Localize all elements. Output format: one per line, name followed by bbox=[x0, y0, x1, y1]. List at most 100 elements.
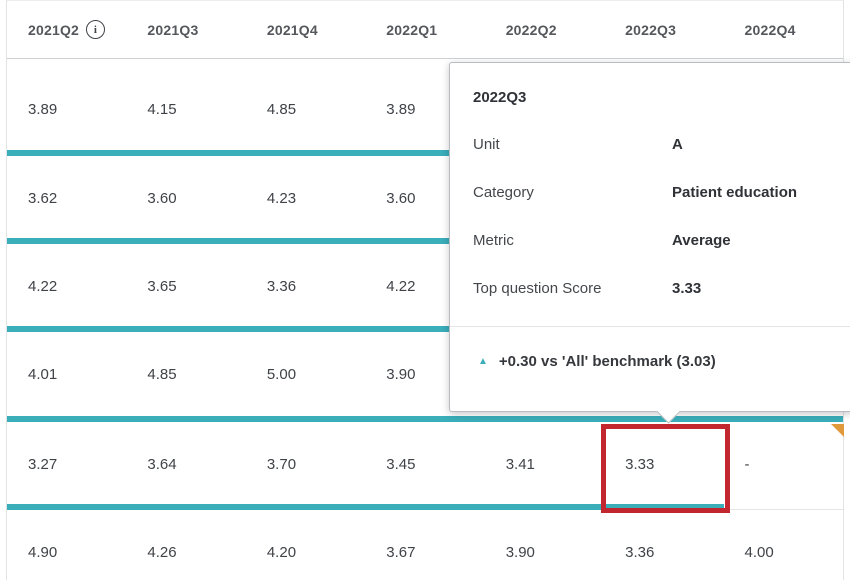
tooltip-field-label: Metric bbox=[473, 232, 514, 249]
table-row: 4.90 4.26 4.20 3.67 3.90 3.36 4.00 bbox=[7, 510, 843, 580]
cell-value: 4.23 bbox=[266, 190, 297, 207]
table-cell[interactable]: 4.22 bbox=[365, 244, 485, 332]
column-header-label: 2022Q3 bbox=[625, 21, 677, 38]
tooltip-divider bbox=[450, 326, 850, 327]
cell-value: 4.00 bbox=[744, 544, 774, 561]
column-header-label: 2022Q2 bbox=[505, 21, 557, 38]
tooltip-fields: Unit A Category Patient education Metric… bbox=[473, 136, 828, 297]
cell-value: 4.26 bbox=[147, 544, 177, 561]
row-underline bbox=[126, 326, 246, 332]
cell-value: 3.89 bbox=[386, 101, 416, 118]
column-header-2022q1[interactable]: 2022Q1 bbox=[365, 1, 484, 58]
table-cell[interactable]: 4.00 bbox=[724, 510, 843, 580]
column-header-label: 2021Q2 bbox=[28, 21, 80, 38]
column-header-2021q4[interactable]: 2021Q4 bbox=[246, 1, 365, 58]
cell-value: 3.36 bbox=[266, 278, 297, 295]
table-cell[interactable]: 3.70 bbox=[245, 422, 366, 510]
table-cell[interactable]: 3.62 bbox=[7, 156, 127, 244]
table-cell[interactable]: 4.85 bbox=[126, 332, 246, 422]
cell-value: 3.33 bbox=[625, 456, 655, 473]
column-header-2021q2[interactable]: 2021Q2 i bbox=[7, 1, 126, 58]
tooltip-title: 2022Q3 bbox=[473, 89, 527, 106]
row-underline bbox=[245, 150, 366, 156]
column-header-2022q3[interactable]: 2022Q3 bbox=[604, 1, 723, 58]
column-header-2022q2[interactable]: 2022Q2 bbox=[485, 1, 604, 58]
table-cell[interactable]: 3.90 bbox=[365, 332, 485, 422]
cell-value: 5.00 bbox=[266, 366, 297, 383]
table-cell[interactable]: 3.89 bbox=[365, 59, 485, 156]
table-row: 3.27 3.64 3.70 3.45 3.41 3.33 - bbox=[7, 422, 843, 510]
table-cell[interactable]: 3.60 bbox=[126, 156, 246, 244]
info-icon[interactable]: i bbox=[86, 20, 106, 39]
cell-value: 4.01 bbox=[28, 366, 58, 383]
table-cell[interactable]: 5.00 bbox=[245, 332, 366, 422]
table-cell[interactable]: 3.89 bbox=[7, 59, 127, 156]
table-cell[interactable]: 3.41 bbox=[484, 422, 605, 510]
table-cell[interactable] bbox=[723, 332, 843, 422]
row-underline bbox=[126, 238, 246, 244]
table-cell[interactable]: 4.23 bbox=[245, 156, 366, 244]
column-header-label: 2022Q4 bbox=[744, 21, 796, 38]
column-header-label: 2021Q4 bbox=[266, 21, 318, 38]
benchmark-text: +0.30 vs 'All' benchmark (3.03) bbox=[498, 353, 716, 370]
table-cell[interactable]: 3.60 bbox=[365, 156, 485, 244]
row-underline bbox=[365, 504, 485, 510]
row-underline bbox=[723, 509, 843, 510]
table-cell[interactable]: 3.36 bbox=[245, 244, 366, 332]
tooltip-field-value: Patient education bbox=[672, 184, 798, 201]
cell-value: 3.60 bbox=[147, 190, 177, 207]
table-cell[interactable]: 4.26 bbox=[126, 510, 245, 580]
cell-tooltip: 2022Q3 Unit A Category Patient education… bbox=[449, 62, 850, 424]
table-cell[interactable]: 3.65 bbox=[126, 244, 246, 332]
arrow-up-icon: ▲ bbox=[478, 355, 488, 367]
table-cell[interactable]: 3.36 bbox=[604, 510, 723, 580]
tooltip-field-value: 3.33 bbox=[672, 280, 702, 297]
row-underline bbox=[365, 416, 485, 422]
row-underline bbox=[245, 504, 366, 510]
row-underline bbox=[365, 238, 485, 244]
row-underline bbox=[365, 326, 485, 332]
row-underline bbox=[126, 150, 246, 156]
column-header-2021q3[interactable]: 2021Q3 bbox=[126, 1, 245, 58]
table-cell[interactable]: 3.33 bbox=[604, 422, 724, 510]
row-underline bbox=[604, 504, 724, 510]
table-cell[interactable]: 3.64 bbox=[126, 422, 246, 510]
row-underline bbox=[126, 504, 246, 510]
tooltip-field-label: Category bbox=[473, 184, 534, 201]
table-cell[interactable] bbox=[484, 332, 605, 422]
row-underline bbox=[365, 150, 485, 156]
cell-value: 3.27 bbox=[28, 456, 58, 473]
table-cell[interactable]: 4.22 bbox=[7, 244, 127, 332]
benchmark-row: ▲ +0.30 vs 'All' benchmark (3.03) bbox=[473, 327, 828, 370]
row-underline bbox=[723, 416, 843, 422]
table-cell[interactable]: 3.67 bbox=[365, 510, 484, 580]
cell-value: 3.62 bbox=[28, 190, 58, 207]
cell-value: 3.45 bbox=[386, 456, 416, 473]
table-cell[interactable]: 4.90 bbox=[7, 510, 126, 580]
table-cell[interactable]: 4.01 bbox=[7, 332, 127, 422]
cell-value: 4.20 bbox=[266, 544, 297, 561]
cell-value: 3.89 bbox=[28, 101, 58, 118]
table-cell[interactable]: 4.15 bbox=[126, 59, 246, 156]
tooltip-field-label: Unit bbox=[473, 136, 500, 153]
corner-flag-icon bbox=[831, 424, 844, 437]
table-cell[interactable]: 3.45 bbox=[365, 422, 485, 510]
table-cell[interactable]: - bbox=[723, 422, 843, 510]
table-cell[interactable]: 4.85 bbox=[245, 59, 366, 156]
column-header-2022q4[interactable]: 2022Q4 bbox=[724, 1, 843, 58]
tooltip-field-value: Average bbox=[672, 232, 731, 249]
row-underline bbox=[7, 150, 127, 156]
tooltip-field-label: Top question Score bbox=[473, 280, 602, 297]
row-underline bbox=[245, 416, 366, 422]
cell-value: 4.90 bbox=[28, 544, 58, 561]
row-underline bbox=[7, 416, 127, 422]
table-cell[interactable]: 4.20 bbox=[246, 510, 365, 580]
cell-value: 4.15 bbox=[147, 101, 177, 118]
table-cell[interactable]: 3.90 bbox=[485, 510, 604, 580]
column-header-label: 2021Q3 bbox=[147, 21, 199, 38]
tooltip-field-value: A bbox=[672, 136, 683, 153]
cell-value: 4.85 bbox=[266, 101, 297, 118]
table-cell[interactable]: 3.27 bbox=[7, 422, 127, 510]
table-header: 2021Q2 i 2021Q3 2021Q4 2022Q1 2022Q2 202… bbox=[7, 1, 843, 59]
